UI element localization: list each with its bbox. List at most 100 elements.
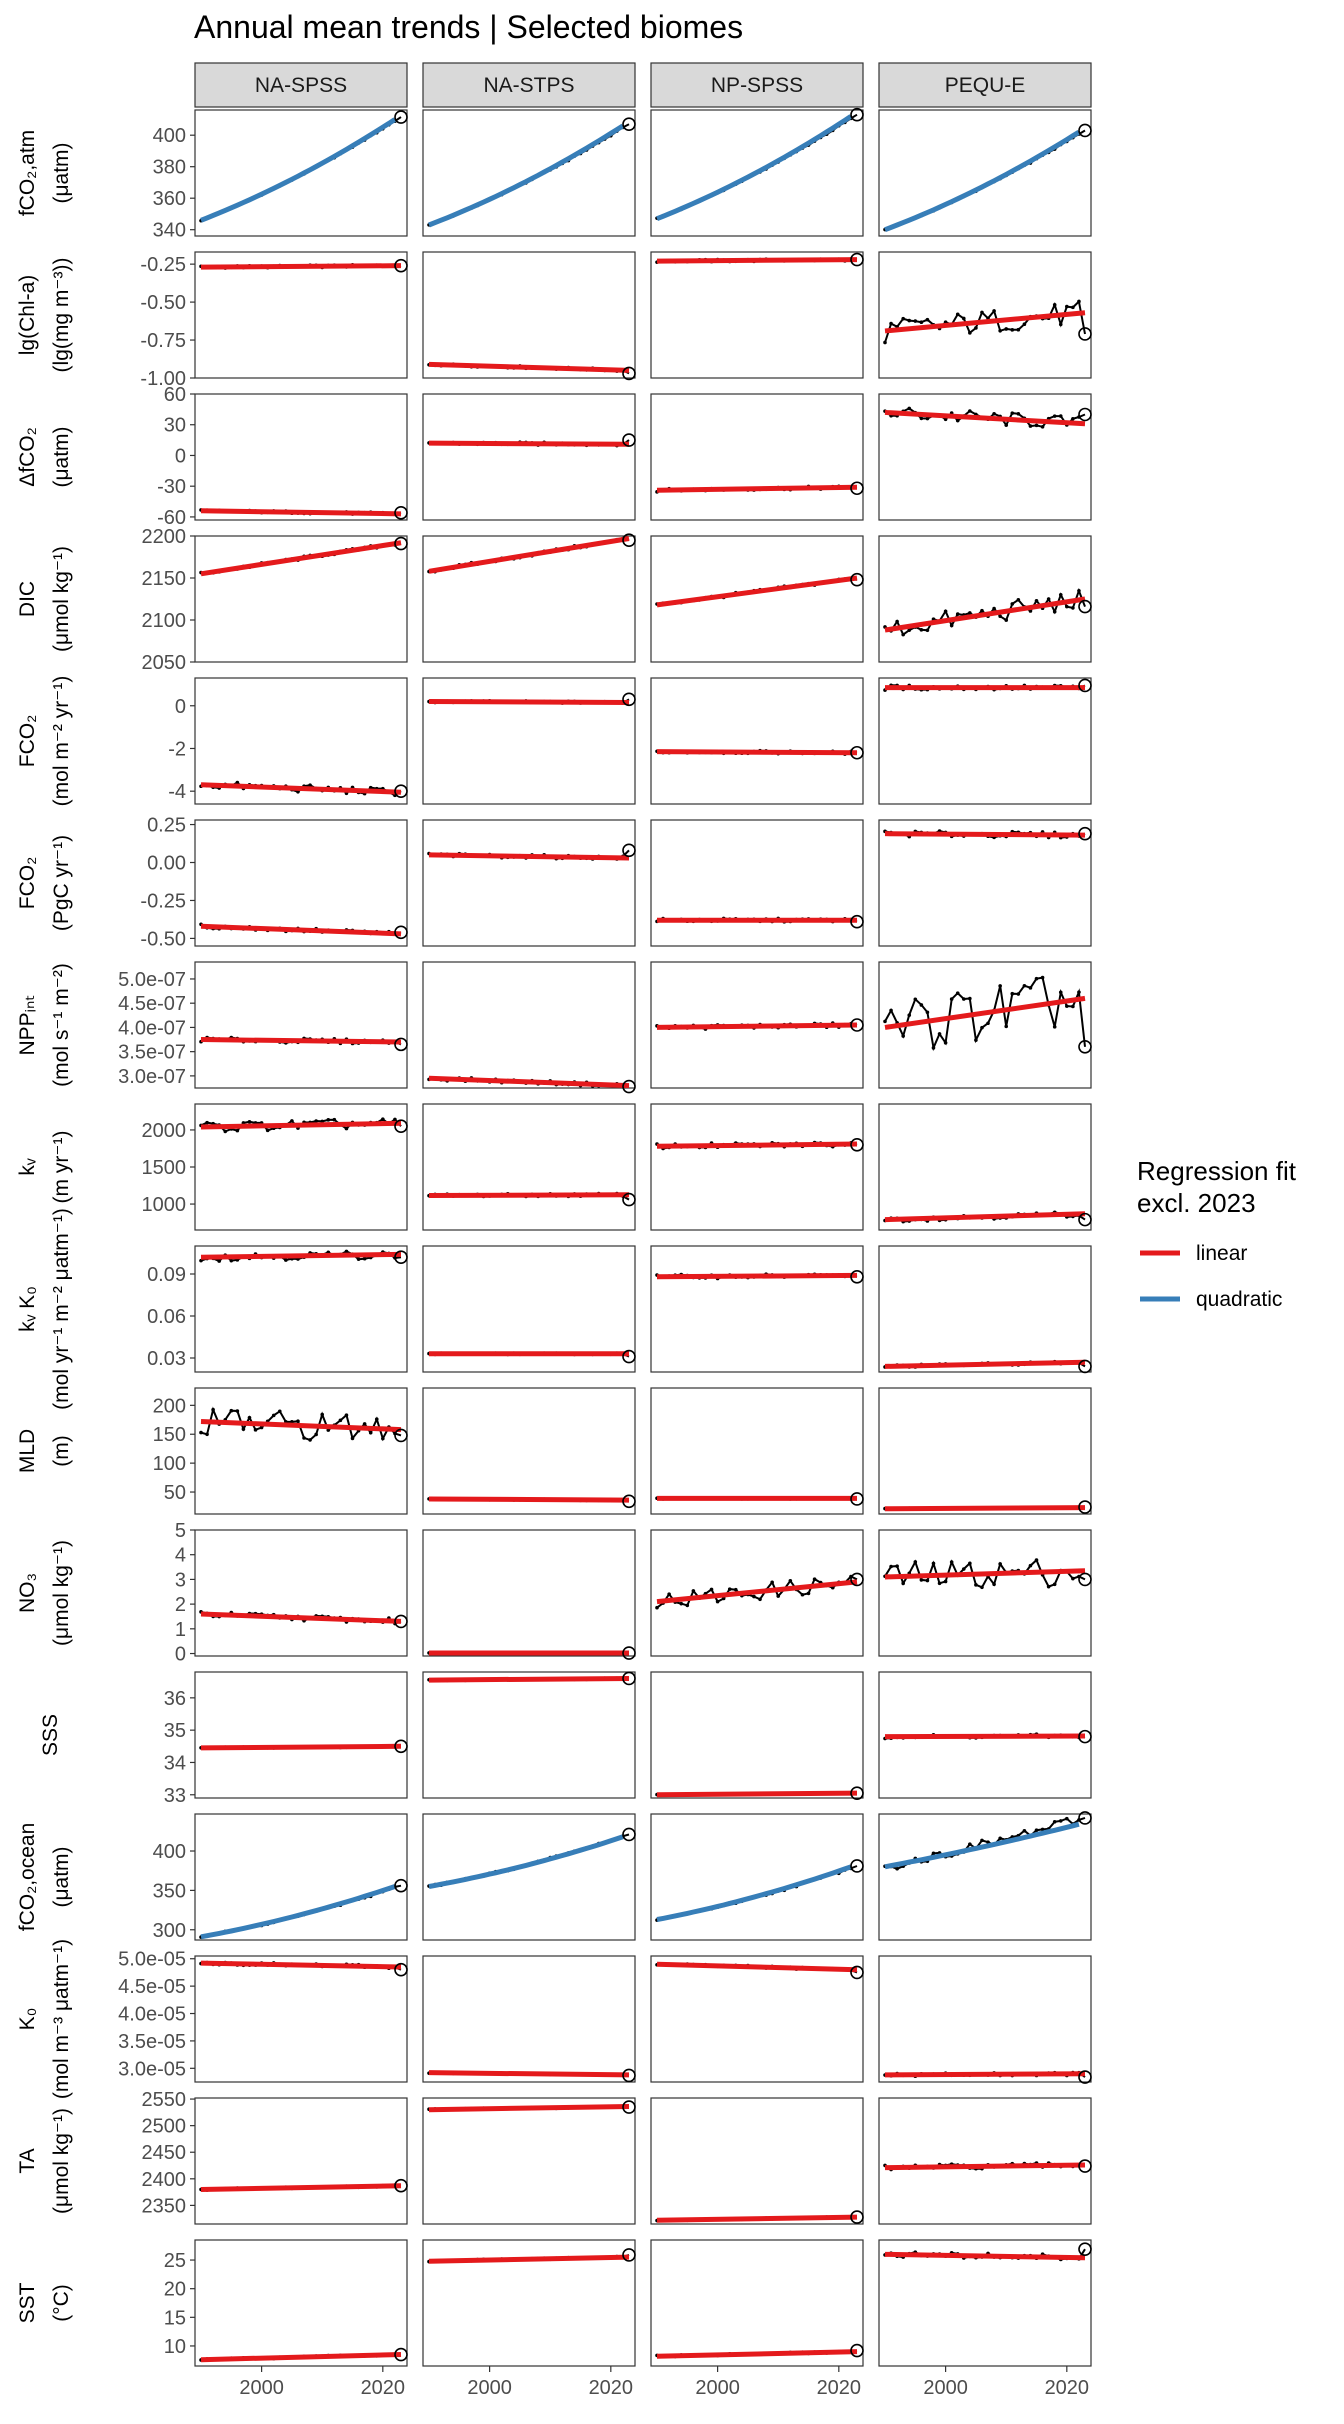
observed-point [1071,417,1075,421]
observed-point [1023,322,1027,326]
observed-point [199,1431,203,1435]
observed-point [1035,977,1039,981]
observed-point [914,1560,918,1564]
observed-point [895,1867,899,1871]
observed-point [734,1588,738,1592]
linear-fit [201,1746,401,1748]
linear-fit [885,2165,1085,2168]
facet-strip-label: NP-SPSS [711,74,803,97]
observed-point [1029,1564,1033,1568]
observed-point [907,407,911,411]
observed-point [992,607,996,611]
observed-point [920,628,924,632]
y-tick-label: 36 [164,1688,186,1710]
y-tick-label: 35 [164,1720,186,1742]
observed-point [266,1129,270,1133]
observed-point [345,1413,349,1417]
y-axis-label-line: DIC [16,581,39,617]
observed-point [1004,423,1008,427]
observed-point [992,412,996,416]
y-axis-label-line: FCO₂ [16,857,39,909]
panel-frame [423,1814,635,1940]
observed-point [1017,328,1021,332]
observed-point [883,1020,887,1024]
observed-point [284,1258,288,1262]
observed-point [813,1577,817,1581]
linear-fit [429,1499,629,1500]
observed-point [914,319,918,323]
observed-point [801,1593,805,1597]
observed-point [914,997,918,1001]
y-tick-label: 360 [153,188,186,210]
y-tick-label: -0.25 [140,890,186,912]
observed-point [1047,597,1051,601]
observed-point [278,1410,282,1414]
y-tick-label: -2 [168,738,186,760]
observed-point [655,1606,659,1610]
observed-point [980,1839,984,1843]
panel-frame [423,2098,635,2224]
observed-point [1059,593,1063,597]
panel-frame [423,252,635,378]
observed-point [1059,414,1063,418]
panel-frame [195,1530,407,1656]
observed-point [938,1581,942,1585]
y-tick-label: 3.0e-05 [118,2058,186,2080]
observed-point [369,1431,373,1435]
observed-point [920,320,924,324]
observed-point [1047,1585,1051,1589]
observed-point [1059,991,1063,995]
observed-point [950,997,954,1001]
panel-frame [651,820,863,946]
panel-frame [423,820,635,946]
y-tick-label: 150 [153,1424,186,1446]
panel-frame [423,678,635,804]
observed-point [1059,323,1063,327]
x-tick-label: 2020 [1045,2377,1090,2399]
x-tick-label: 2020 [817,2377,862,2399]
x-tick-label: 2000 [467,2377,512,2399]
y-tick-label: 0 [175,696,186,718]
observed-point [956,612,960,616]
y-axis-label-line: (μatm) [50,1846,73,1907]
y-axis-label: MLD(m) [16,1429,73,1473]
observed-point [1065,605,1069,609]
observed-point [950,624,954,628]
observed-point [1077,990,1081,994]
y-tick-label: 2500 [142,2116,187,2138]
observed-point [1071,306,1075,310]
observed-point [907,1013,911,1017]
panel-frame [651,1104,863,1230]
observed-point [1053,610,1057,614]
observed-point [1065,1004,1069,1008]
linear-fit [885,2254,1085,2257]
y-tick-label: 60 [164,384,186,406]
y-axis-label: fCO₂,ocean (μatm) [16,1823,73,1932]
observed-point [236,1129,240,1133]
observed-point [956,419,960,423]
observed-point [296,1419,300,1423]
y-axis-label: NO₃(μmol kg⁻¹) [16,1540,73,1646]
panel-frame [879,820,1091,946]
observed-point [1035,599,1039,603]
y-tick-label: 3.0e-07 [118,1066,186,1088]
panel-frame [195,536,407,662]
y-axis-label: ΔfCO₂(μatm) [16,426,73,487]
observed-point [980,1026,984,1030]
legend-title-line: excl. 2023 [1137,1188,1256,1218]
y-axis-label-line: fCO₂,ocean [16,1823,39,1932]
y-tick-label: 2000 [142,1120,187,1142]
panel-frame [651,252,863,378]
y-tick-label: 0 [175,445,186,467]
observed-point [1023,984,1027,988]
observed-point [1010,602,1014,606]
observed-point [1035,1558,1039,1562]
y-tick-label: 0.09 [147,1264,186,1286]
observed-point [992,1582,996,1586]
y-tick-label: 340 [153,220,186,242]
observed-point [1004,327,1008,331]
observed-point [290,1119,294,1123]
observed-point [770,1580,774,1584]
y-axis-label-line: NO₃ [16,1573,39,1613]
x-tick-label: 2000 [923,2377,968,2399]
